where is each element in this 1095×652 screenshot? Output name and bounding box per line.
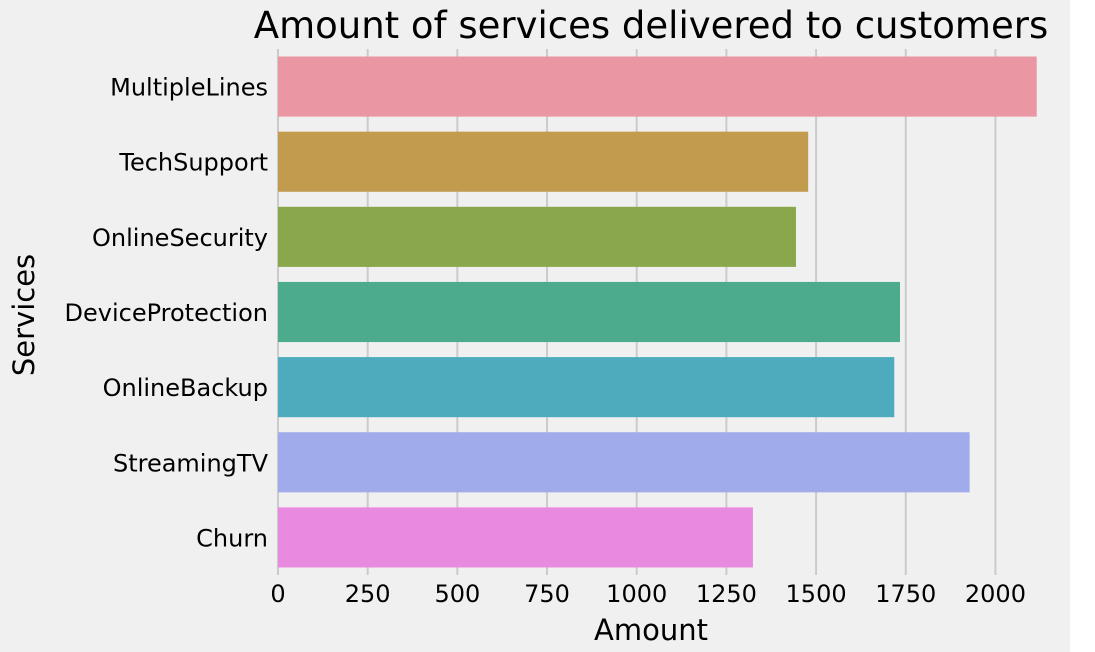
x-tick-label: 750 bbox=[524, 580, 570, 608]
y-tick-label: OnlineBackup bbox=[103, 374, 268, 402]
y-tick-label: TechSupport bbox=[118, 149, 268, 177]
bar-onlinebackup bbox=[278, 357, 895, 418]
x-tick-label: 1000 bbox=[606, 580, 667, 608]
x-tick-label: 1750 bbox=[875, 580, 936, 608]
x-tick-label: 500 bbox=[434, 580, 480, 608]
y-tick-label: DeviceProtection bbox=[65, 299, 269, 327]
chart-figure: 0 250 500 750 1000 1250 1500 1750 2000 MultipleL… bbox=[0, 0, 1070, 652]
bar-onlinesecurity bbox=[278, 206, 796, 267]
y-tick-label: OnlineSecurity bbox=[92, 224, 268, 252]
x-tick-label: 2000 bbox=[965, 580, 1026, 608]
x-tick-label: 1500 bbox=[786, 580, 847, 608]
y-axis-label: Services bbox=[7, 254, 41, 376]
bar-churn bbox=[278, 507, 753, 568]
y-tick-label: MultipleLines bbox=[110, 74, 268, 102]
bar-streamingtv bbox=[278, 432, 970, 493]
y-tick-label: StreamingTV bbox=[113, 449, 269, 477]
x-tick-labels: 0 250 500 750 1000 1250 1500 1750 2000 bbox=[270, 580, 1026, 608]
chart-title: Amount of services delivered to customer… bbox=[254, 4, 1048, 47]
x-tick-label: 250 bbox=[345, 580, 391, 608]
bar-deviceprotection bbox=[278, 281, 901, 343]
y-tick-label: Churn bbox=[196, 524, 268, 552]
x-axis-label: Amount bbox=[594, 613, 708, 647]
bar-chart: 0 250 500 750 1000 1250 1500 1750 2000 MultipleL… bbox=[7, 4, 1048, 647]
y-tick-labels: MultipleLines TechSupport OnlineSecurity De… bbox=[65, 74, 269, 553]
x-tick-label: 0 bbox=[270, 580, 285, 608]
bar-multiplelines bbox=[278, 56, 1037, 117]
bar-techsupport bbox=[278, 131, 809, 192]
x-tick-label: 1250 bbox=[696, 580, 757, 608]
bars bbox=[278, 56, 1037, 568]
